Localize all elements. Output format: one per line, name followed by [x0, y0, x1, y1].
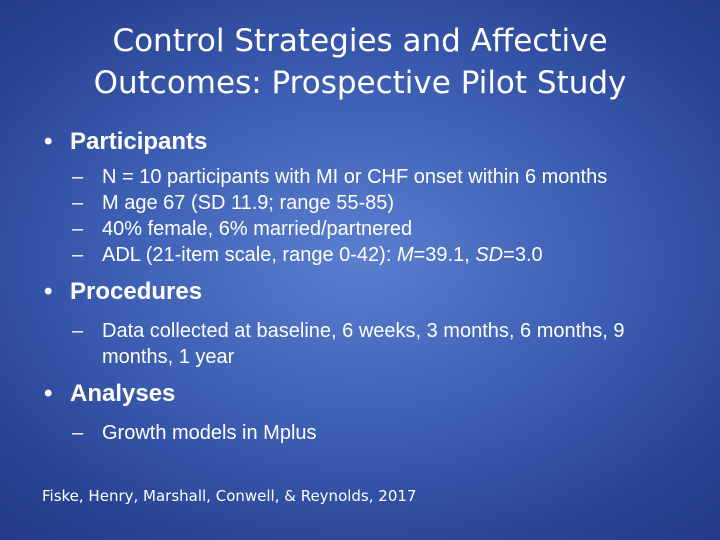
adl-prefix: ADL (21-item scale, range 0-42): — [102, 244, 397, 266]
mean-symbol: M — [396, 244, 414, 266]
sub-bullet-text: M age 67 (SD 11.9; range 55-85) — [102, 192, 395, 214]
dash-marker: – — [72, 166, 84, 188]
slide-title-line-1: Control Strategies and Affective — [112, 23, 608, 59]
dash-marker: – — [72, 192, 84, 214]
sub-bullet-growth-models: – Growth models in Mplus — [72, 420, 684, 446]
bullet-participants: • Participants — [44, 126, 684, 158]
sub-bullet-data-collection: – Data collected at baseline, 6 weeks, 3… — [72, 318, 684, 370]
sub-bullet-gender-marital: – 40% female, 6% married/partnered — [72, 216, 684, 242]
sub-bullet-text: 40% female, 6% married/partnered — [102, 218, 413, 240]
bullet-marker: • — [44, 380, 53, 407]
slide-title-line-2: Outcomes: Prospective Pilot Study — [93, 65, 627, 101]
sub-bullet-adl: – ADL (21-item scale, range 0-42): M=39.… — [72, 242, 684, 268]
sub-bullet-text: Data collected at baseline, 6 weeks, 3 m… — [102, 320, 625, 368]
bullet-marker: • — [44, 128, 53, 155]
citation: Fiske, Henry, Marshall, Conwell, & Reyno… — [42, 487, 417, 505]
sub-bullet-text: N = 10 participants with MI or CHF onset… — [102, 166, 608, 188]
sub-bullet-text: ADL (21-item scale, range 0-42): M=39.1,… — [102, 242, 684, 268]
bullet-participants-heading: Participants — [70, 128, 208, 155]
sub-bullet-text: Growth models in Mplus — [102, 422, 317, 444]
bullet-marker: • — [44, 278, 53, 305]
dash-marker: – — [72, 320, 84, 342]
bullet-analyses: • Analyses — [44, 378, 684, 410]
mean-value: =39.1, — [413, 244, 476, 266]
bullet-analyses-heading: Analyses — [70, 380, 176, 407]
dash-marker: – — [72, 218, 84, 240]
bullet-procedures-heading: Procedures — [70, 278, 203, 305]
slide-title: Control Strategies and Affective Outcome… — [40, 20, 680, 104]
sd-symbol: SD — [475, 244, 504, 266]
sub-bullet-age: – M age 67 (SD 11.9; range 55-85) — [72, 190, 684, 216]
sub-bullet-n-participants: – N = 10 participants with MI or CHF ons… — [72, 164, 684, 190]
dash-marker: – — [72, 422, 84, 444]
dash-marker: – — [72, 244, 84, 266]
bullet-procedures: • Procedures — [44, 276, 684, 308]
sd-value: =3.0 — [503, 244, 543, 266]
slide-body: • Participants – N = 10 participants wit… — [44, 126, 684, 446]
